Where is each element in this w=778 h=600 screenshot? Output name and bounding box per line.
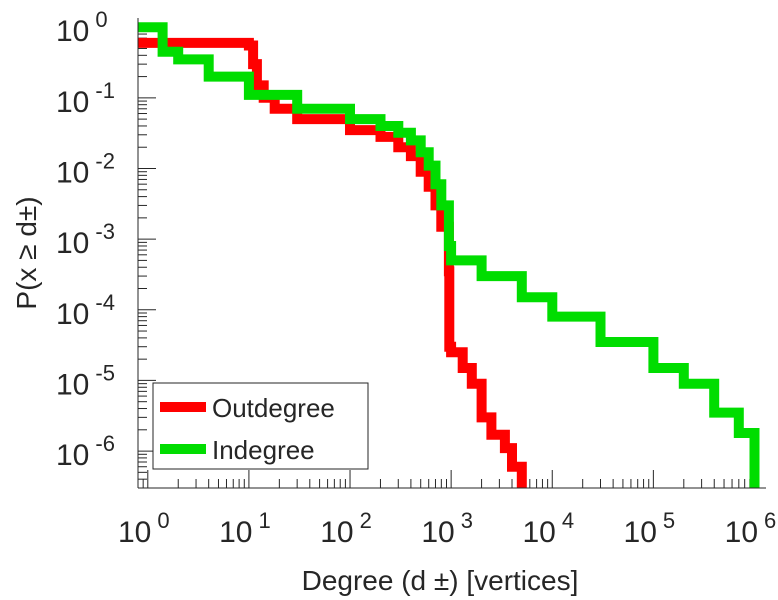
y-tick-label: 10 -3 (56, 219, 115, 260)
x-tick-labels: 10 0 10 1 10 2 10 3 10 4 10 5 10 6 (118, 508, 776, 549)
x-tick-label: 10 2 (320, 508, 372, 549)
series-layer (138, 22, 760, 488)
legend-label-outdegree: Outdegree (212, 393, 335, 423)
y-tick-label: 10 -2 (56, 148, 115, 189)
x-tick-label: 10 1 (219, 508, 271, 549)
legend: Outdegree Indegree (152, 382, 369, 470)
legend-box (152, 382, 369, 470)
x-tick-label: 10 5 (624, 508, 676, 549)
y-tick-label: 10 -5 (56, 360, 115, 401)
legend-label-indegree: Indegree (212, 435, 315, 465)
y-axis-label: P(x ≥ d±) (11, 196, 42, 309)
x-tick-label: 10 0 (118, 508, 170, 549)
y-tick-label: 10 -6 (56, 431, 115, 472)
y-tick-label: 10 0 (56, 7, 108, 48)
x-tick-label: 10 6 (725, 508, 777, 549)
series-line-indegree (138, 22, 760, 488)
series-line-outdegree (138, 37, 527, 488)
x-axis-label: Degree (d ±) [vertices] (302, 565, 579, 596)
x-tick-label: 10 4 (522, 508, 574, 549)
y-tick-label: 10 -1 (56, 78, 115, 119)
y-tick-label: 10 -4 (56, 290, 115, 331)
x-tick-label: 10 3 (421, 508, 473, 549)
